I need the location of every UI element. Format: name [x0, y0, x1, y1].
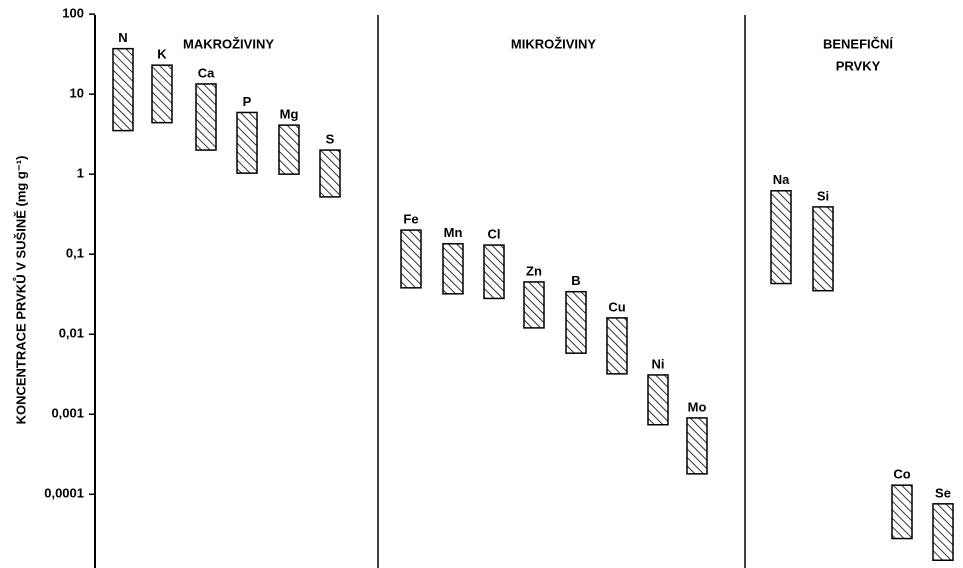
range-bar [891, 484, 913, 540]
group-title: BENEFIČNÍ [823, 36, 893, 51]
range-bar [647, 374, 669, 426]
bar-label: Zn [526, 263, 542, 278]
y-tick-label: 100 [62, 6, 84, 21]
range-bar [686, 417, 708, 475]
y-tick-label: 0,01 [59, 326, 84, 341]
bar-label: P [243, 94, 252, 109]
bar-label: Fe [403, 212, 418, 227]
bar-label: Si [817, 188, 829, 203]
range-bar [236, 111, 258, 174]
bar-label: Mo [688, 399, 707, 414]
bar-label: K [157, 47, 167, 62]
range-bar [932, 503, 954, 561]
bar-label: Mg [280, 107, 299, 122]
y-tick-label: 1 [77, 166, 84, 181]
bar-label: Mn [444, 225, 463, 240]
range-bar [278, 124, 300, 175]
y-tick-label: 0,1 [66, 246, 84, 261]
range-bar [606, 317, 628, 375]
range-bar [151, 64, 173, 124]
range-bar [770, 190, 792, 285]
bar-label: Ni [652, 356, 665, 371]
range-bar [523, 281, 545, 329]
bar-label: Se [935, 485, 951, 500]
y-axis-label: KONCENTRACE PRVKŮ V SUŠINĚ (mg g⁻¹) [12, 156, 28, 425]
y-tick-label: 0,0001 [44, 486, 84, 501]
bar-label: Co [893, 467, 910, 482]
bar-label: Na [773, 172, 790, 187]
range-bar [565, 290, 587, 354]
group-title: PRVKY [836, 58, 881, 73]
y-tick-label: 0,001 [51, 406, 84, 421]
bar-label: N [118, 30, 127, 45]
group-title: MIKROŽIVINY [511, 36, 597, 51]
y-tick-label: 10 [70, 86, 84, 101]
range-bar [400, 229, 422, 289]
bar-label: B [571, 273, 580, 288]
bar-label: Cu [608, 299, 625, 314]
range-bar [112, 47, 134, 132]
bar-label: S [326, 132, 335, 147]
range-bar [442, 243, 464, 295]
range-bar [812, 206, 834, 292]
range-bar [483, 244, 505, 300]
range-bar [195, 83, 217, 151]
bar-label: Ca [198, 65, 215, 80]
range-bar [319, 149, 341, 198]
group-title: MAKROŽIVINY [183, 36, 274, 51]
bar-label: Cl [488, 227, 501, 242]
